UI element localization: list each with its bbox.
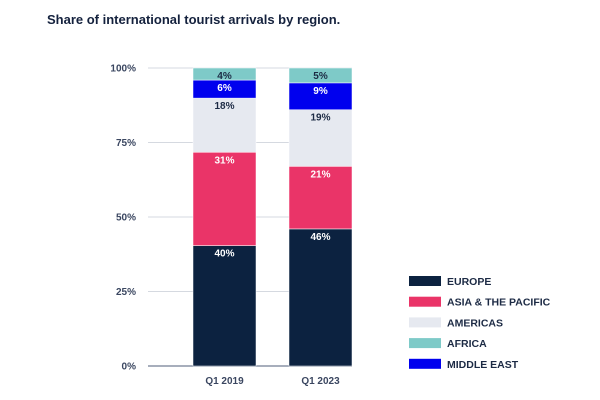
- data-label: 4%: [217, 71, 232, 82]
- legend-swatch: [409, 317, 441, 328]
- y-tick-label: 0%: [122, 362, 137, 373]
- data-label: 19%: [310, 113, 330, 124]
- bar-segment: [192, 97, 257, 153]
- data-label: 31%: [214, 155, 234, 166]
- chart-title: Share of international tourist arrivals …: [47, 12, 341, 27]
- legend-label: EUROPE: [447, 276, 491, 288]
- x-tick-label: Q1 2019: [205, 376, 244, 387]
- legend-label: AMERICAS: [447, 317, 503, 329]
- legend-swatch: [409, 358, 441, 369]
- y-tick-label: 25%: [116, 287, 136, 298]
- legend-label: AFRICA: [447, 338, 487, 350]
- legend-swatch: [409, 276, 441, 286]
- bar-segment: [192, 67, 257, 81]
- bar-segment: [192, 152, 257, 246]
- legend-label: ASIA & THE PACIFIC: [447, 297, 551, 309]
- bar-segment: [288, 166, 353, 230]
- legend-swatch: [409, 296, 441, 307]
- bar-segment: [288, 67, 353, 84]
- legend-swatch: [409, 338, 441, 349]
- y-tick-label: 50%: [116, 213, 136, 224]
- bar-segment: [288, 228, 353, 367]
- y-tick-label: 100%: [110, 64, 136, 75]
- data-label: 46%: [310, 232, 330, 243]
- data-label: 40%: [214, 249, 234, 260]
- data-label: 6%: [217, 83, 232, 94]
- bar-segment: [192, 245, 257, 367]
- bar-segment: [288, 109, 353, 167]
- data-label: 21%: [310, 169, 330, 180]
- data-label: 5%: [313, 71, 328, 82]
- data-label: 18%: [214, 101, 234, 112]
- x-tick-label: Q1 2023: [301, 376, 340, 387]
- y-tick-label: 75%: [116, 138, 136, 149]
- data-label: 9%: [313, 86, 328, 97]
- bar-segment: [288, 82, 353, 110]
- legend-label: MIDDLE EAST: [447, 359, 519, 371]
